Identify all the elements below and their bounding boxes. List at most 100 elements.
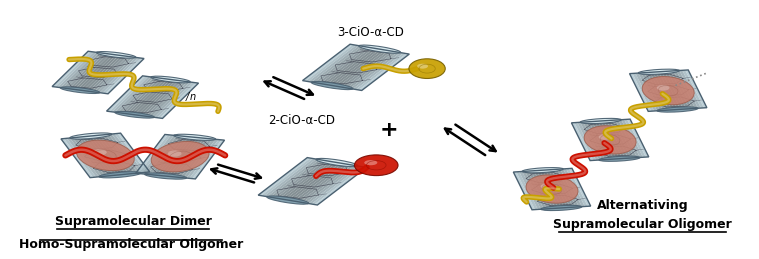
Ellipse shape — [642, 76, 694, 105]
Polygon shape — [650, 72, 672, 110]
Polygon shape — [344, 51, 395, 88]
Polygon shape — [154, 82, 193, 118]
Polygon shape — [175, 138, 206, 177]
Polygon shape — [609, 120, 631, 158]
Polygon shape — [88, 136, 120, 175]
Ellipse shape — [409, 59, 446, 78]
Polygon shape — [543, 170, 564, 208]
Polygon shape — [619, 120, 640, 158]
Polygon shape — [143, 81, 181, 116]
Polygon shape — [55, 52, 93, 87]
Polygon shape — [627, 119, 649, 157]
Polygon shape — [172, 138, 203, 177]
Polygon shape — [294, 163, 346, 202]
Polygon shape — [673, 71, 695, 109]
Polygon shape — [513, 172, 535, 210]
Ellipse shape — [77, 140, 134, 171]
Polygon shape — [595, 121, 616, 159]
Polygon shape — [641, 73, 663, 111]
Polygon shape — [653, 72, 675, 110]
Polygon shape — [124, 78, 162, 114]
Polygon shape — [94, 57, 133, 92]
Polygon shape — [162, 137, 195, 176]
Polygon shape — [129, 79, 168, 114]
Polygon shape — [616, 120, 637, 158]
Polygon shape — [273, 160, 325, 198]
Polygon shape — [592, 121, 613, 159]
Ellipse shape — [93, 149, 107, 155]
Ellipse shape — [354, 155, 398, 176]
Polygon shape — [96, 135, 129, 174]
Polygon shape — [356, 53, 406, 90]
Polygon shape — [99, 135, 132, 174]
Polygon shape — [112, 77, 151, 112]
Polygon shape — [153, 136, 186, 175]
Polygon shape — [145, 135, 177, 174]
Polygon shape — [560, 169, 582, 207]
Polygon shape — [525, 171, 546, 209]
Polygon shape — [149, 81, 187, 117]
Polygon shape — [258, 157, 310, 196]
Polygon shape — [137, 80, 176, 116]
Polygon shape — [359, 54, 409, 90]
Polygon shape — [341, 51, 392, 88]
Text: 2-CiO-α-CD: 2-CiO-α-CD — [268, 114, 335, 127]
Polygon shape — [306, 166, 357, 204]
Polygon shape — [613, 120, 634, 158]
Polygon shape — [528, 171, 550, 209]
Polygon shape — [644, 73, 666, 110]
Polygon shape — [656, 72, 678, 110]
Polygon shape — [178, 139, 209, 177]
Polygon shape — [157, 82, 196, 118]
Polygon shape — [279, 161, 331, 199]
Polygon shape — [118, 133, 150, 172]
Ellipse shape — [540, 183, 553, 189]
Ellipse shape — [174, 134, 216, 140]
Polygon shape — [305, 45, 356, 82]
Polygon shape — [136, 134, 168, 174]
Polygon shape — [190, 140, 222, 179]
Polygon shape — [647, 72, 669, 110]
Polygon shape — [671, 71, 692, 109]
Polygon shape — [624, 119, 646, 157]
Polygon shape — [132, 79, 171, 115]
Polygon shape — [601, 121, 622, 159]
Polygon shape — [76, 137, 108, 176]
Polygon shape — [184, 139, 216, 178]
Polygon shape — [261, 158, 313, 196]
Polygon shape — [159, 83, 199, 118]
Polygon shape — [156, 136, 189, 176]
Polygon shape — [554, 169, 576, 207]
Ellipse shape — [316, 159, 357, 167]
Polygon shape — [106, 76, 146, 112]
Polygon shape — [63, 53, 102, 88]
Polygon shape — [74, 54, 113, 90]
Polygon shape — [67, 138, 99, 177]
Polygon shape — [569, 168, 591, 206]
Polygon shape — [115, 133, 146, 172]
Polygon shape — [314, 167, 367, 205]
Polygon shape — [323, 48, 373, 84]
Ellipse shape — [540, 205, 582, 211]
Polygon shape — [291, 163, 343, 201]
Polygon shape — [77, 54, 116, 90]
Ellipse shape — [99, 172, 141, 178]
Polygon shape — [665, 71, 686, 109]
Polygon shape — [575, 123, 596, 160]
Polygon shape — [308, 45, 359, 82]
Ellipse shape — [96, 52, 136, 58]
Ellipse shape — [599, 156, 640, 161]
Polygon shape — [91, 136, 123, 175]
Polygon shape — [115, 77, 154, 113]
Ellipse shape — [657, 107, 698, 112]
Polygon shape — [347, 52, 398, 89]
Polygon shape — [109, 76, 148, 112]
Polygon shape — [668, 71, 689, 109]
Polygon shape — [121, 78, 159, 113]
Polygon shape — [589, 121, 611, 160]
Polygon shape — [566, 169, 587, 206]
Polygon shape — [682, 70, 704, 108]
Polygon shape — [516, 172, 538, 210]
Ellipse shape — [115, 111, 154, 118]
Polygon shape — [85, 136, 117, 175]
